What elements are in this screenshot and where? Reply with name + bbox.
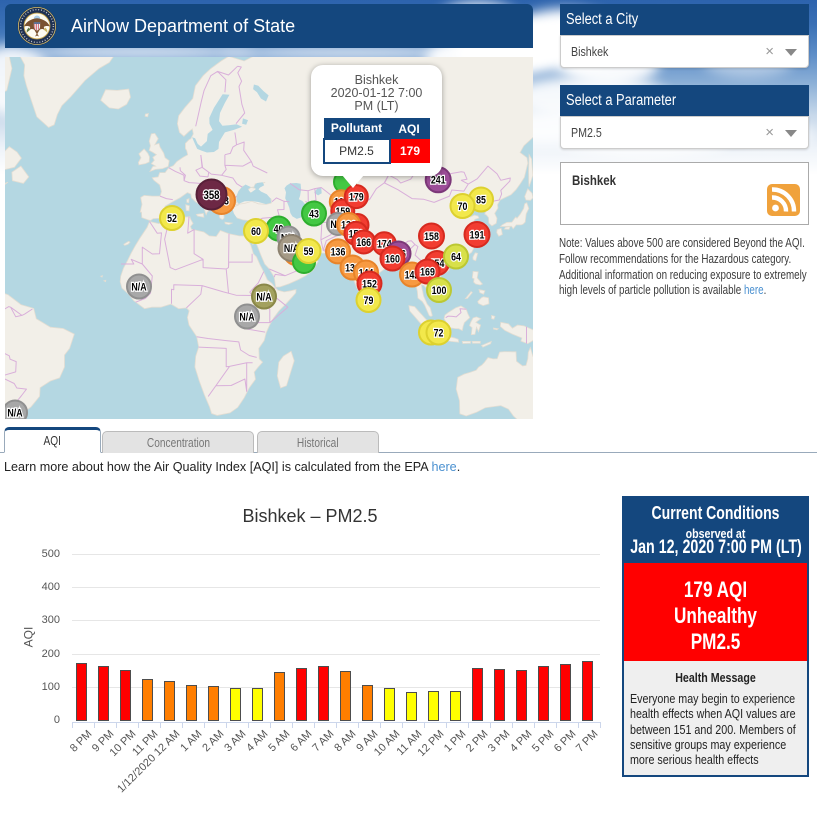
svg-text:169: 169	[420, 266, 435, 278]
svg-text:100: 100	[432, 285, 447, 297]
svg-text:166: 166	[356, 237, 371, 249]
svg-text:136: 136	[331, 246, 346, 258]
svg-text:85: 85	[476, 194, 486, 206]
svg-text:79: 79	[364, 295, 374, 307]
svg-text:64: 64	[451, 251, 461, 263]
svg-text:191: 191	[470, 229, 485, 241]
svg-text:43: 43	[309, 208, 319, 220]
svg-text:59: 59	[304, 246, 314, 258]
svg-text:241: 241	[431, 175, 446, 187]
svg-text:160: 160	[385, 253, 400, 265]
svg-text:179: 179	[349, 192, 364, 204]
svg-text:60: 60	[251, 226, 261, 238]
svg-text:N/A: N/A	[7, 407, 22, 419]
svg-text:N/A: N/A	[131, 281, 146, 293]
svg-text:52: 52	[167, 213, 177, 225]
svg-text:158: 158	[424, 231, 439, 243]
svg-text:358: 358	[204, 188, 220, 202]
svg-text:70: 70	[458, 201, 468, 213]
svg-text:N/A: N/A	[239, 311, 254, 323]
svg-text:72: 72	[434, 327, 444, 339]
svg-text:N/A: N/A	[256, 291, 271, 303]
